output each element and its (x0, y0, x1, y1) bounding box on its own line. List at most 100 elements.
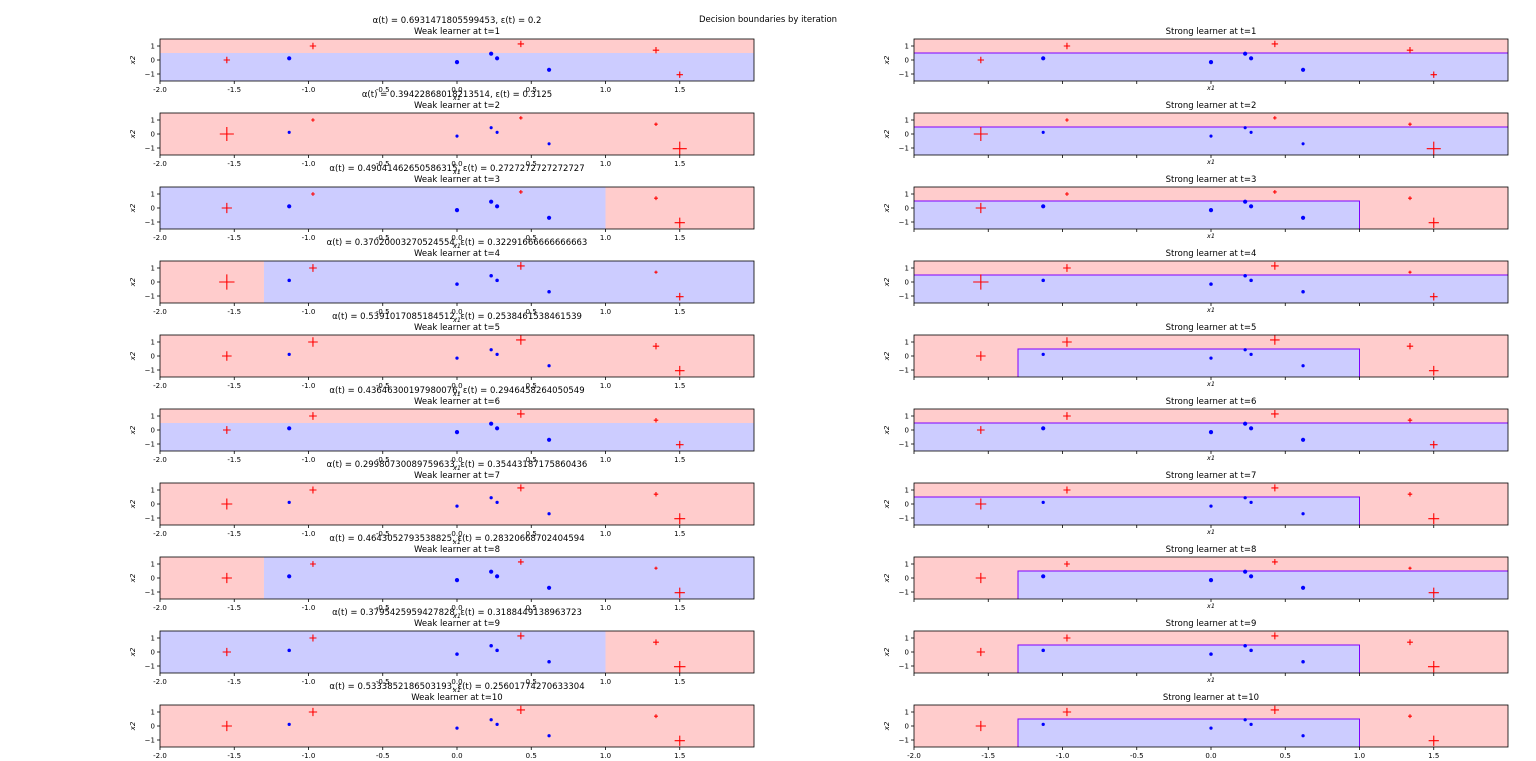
x-tick-label: -2.0 (153, 456, 167, 464)
y-tick-label: −1 (145, 145, 155, 153)
negative-sample-point (547, 290, 551, 294)
y-tick-label: 0 (151, 723, 155, 731)
negative-sample-point (1301, 660, 1305, 664)
negative-sample-point (1208, 60, 1214, 65)
negative-region (1017, 349, 1360, 377)
y-tick-label: −1 (899, 515, 909, 523)
positive-sample-point (653, 417, 659, 423)
negative-region (160, 631, 606, 673)
positive-sample-point (309, 634, 317, 642)
y-tick-label: 1 (905, 413, 909, 421)
positive-sample-point (654, 270, 658, 274)
plot-area (914, 335, 1508, 377)
negative-sample-point (1243, 496, 1247, 500)
positive-sample-point (311, 192, 315, 196)
negative-region (914, 423, 1508, 451)
x-tick-label: 1.0 (600, 234, 611, 242)
negative-sample-point (1209, 134, 1213, 138)
negative-sample-point (1208, 208, 1214, 213)
negative-sample-point (1041, 204, 1046, 209)
x-tick-label: 1.0 (600, 530, 611, 538)
positive-sample-point (1407, 491, 1413, 497)
x-tick-label: -1.0 (302, 456, 316, 464)
positive-sample-point (976, 426, 985, 434)
y-tick-label: 1 (905, 561, 909, 569)
weak-learner-title: Weak learner at t=3 (414, 175, 500, 185)
y-tick-label: −1 (899, 71, 909, 79)
x-tick-label: -2.0 (153, 382, 167, 390)
y-tick-label: 1 (151, 339, 155, 347)
negative-sample-point (546, 437, 552, 442)
weak-learner-alpha-epsilon-title: α(t) = 0.6931471805599453, ε(t) = 0.2 (373, 16, 542, 26)
x-tick-label: 0.0 (451, 308, 462, 316)
negative-region (160, 53, 754, 81)
y-axis-label: x2 (883, 647, 891, 657)
strong-learner-panel-4: 1 0 −1 x2 x1 Strong learner at t=4 (883, 249, 1509, 314)
negative-sample-point (1208, 578, 1214, 583)
positive-sample-point (1062, 337, 1072, 347)
negative-sample-point (1249, 722, 1253, 726)
y-tick-label: −1 (899, 145, 909, 153)
x-axis-label: x1 (452, 538, 461, 546)
negative-sample-point (489, 569, 494, 574)
x-tick-label: -2.0 (153, 530, 167, 538)
positive-sample-point (219, 274, 235, 290)
negative-sample-point (287, 574, 292, 579)
y-tick-label: −1 (145, 441, 155, 449)
weak-learner-panel-10: 1 0 −1 x2 -2.0 -1.5 -1.0 -0.5 0.0 0.5 1.0 1.5 x1α(t)… (129, 682, 755, 761)
y-tick-label: 1 (151, 487, 155, 495)
y-tick-label: 1 (905, 265, 909, 273)
strong-learner-panel-3: 1 0 −1 x2 x1 Strong learner at t=3 (883, 175, 1509, 240)
x-axis-label: x1 (452, 612, 461, 620)
y-axis-label: x2 (129, 499, 137, 509)
plot-area (160, 631, 754, 673)
x-tick-label: 0.5 (526, 604, 537, 612)
negative-sample-point (1041, 56, 1046, 61)
y-tick-label: 0 (905, 57, 909, 65)
x-tick-label: 1.0 (600, 86, 611, 94)
negative-sample-point (1249, 352, 1253, 356)
y-axis-label: x2 (883, 277, 891, 287)
strong-learner-title: Strong learner at t=2 (1166, 101, 1257, 111)
negative-sample-point (1300, 437, 1306, 442)
weak-learner-panel-8: 10−1x2-2.0 -1.5 -1.0 -0.5 0.0 0.5 1.0 1.5x1α(t)… (129, 534, 755, 620)
x-tick-label: -1.0 (302, 752, 316, 760)
negative-sample-point (489, 643, 493, 648)
x-tick-label: -2.0 (153, 308, 167, 316)
negative-sample-point (547, 734, 551, 738)
weak-learner-alpha-epsilon-title: α(t) = 0.5391017085184512, ε(t) = 0.2538… (332, 312, 582, 322)
decision-boundary-line (914, 200, 1360, 229)
y-axis-label: x2 (129, 277, 137, 287)
x-tick-label: 1.0 (600, 456, 611, 464)
strong-learner-title: Strong learner at t=6 (1166, 397, 1257, 407)
y-tick-label: 1 (151, 561, 155, 569)
negative-sample-point (494, 204, 500, 209)
weak-learner-panel-4: 10−1x2-2.0 -1.5 -1.0 -0.5 0.0 0.5 1.0 1.5x1α(t)… (129, 238, 755, 324)
plot-area (914, 483, 1508, 525)
y-tick-label: 1 (151, 709, 155, 717)
x-tick-label: 1.5 (674, 678, 685, 686)
x-tick-label: 1.5 (1428, 752, 1439, 760)
y-tick-label: −1 (145, 737, 155, 745)
x-tick-label: 0.0 (1205, 752, 1216, 760)
y-tick-label: 0 (905, 723, 909, 731)
x-tick-label: 1.0 (600, 382, 611, 390)
negative-region (263, 261, 754, 303)
positive-sample-point (976, 351, 986, 361)
y-tick-label: −1 (145, 219, 155, 227)
y-tick-label: 1 (905, 191, 909, 199)
y-tick-label: 1 (151, 43, 155, 51)
negative-region (914, 127, 1508, 155)
positive-sample-point (308, 337, 318, 347)
negative-sample-point (1249, 130, 1253, 134)
decision-boundary-line (1017, 644, 1360, 673)
x-tick-label: -1.0 (302, 160, 316, 168)
y-axis-label: x2 (883, 129, 891, 139)
x-tick-label: 0.0 (451, 86, 462, 94)
y-axis-label: x2 (883, 203, 891, 213)
negative-sample-point (455, 504, 459, 508)
positive-sample-point (222, 647, 231, 657)
negative-sample-point (489, 348, 493, 352)
x-tick-label: -0.5 (376, 382, 390, 390)
